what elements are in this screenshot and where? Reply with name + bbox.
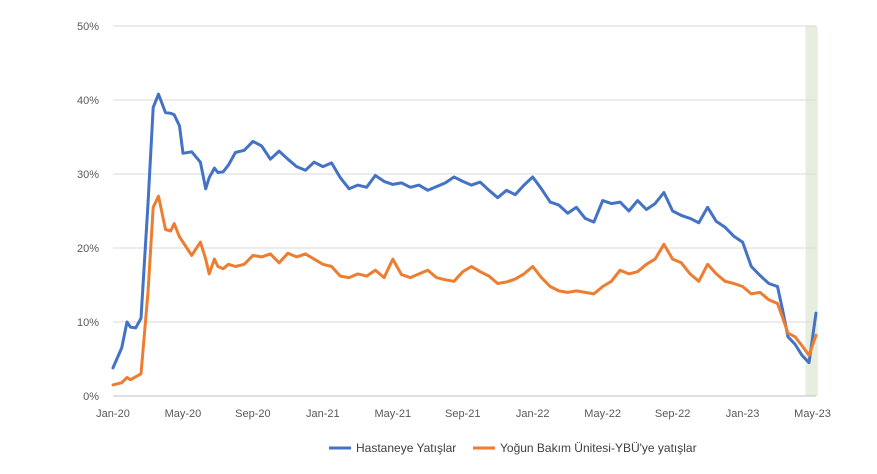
x-tick-label: Jan-23 <box>726 408 760 420</box>
y-tick-label: 30% <box>77 169 99 181</box>
x-tick-label: Jan-22 <box>516 408 550 420</box>
series-line-2 <box>111 194 818 387</box>
x-tick-label: May-20 <box>165 408 202 420</box>
y-tick-label: 10% <box>77 317 99 329</box>
legend-label-1: Hastaneye Yatışlar <box>356 441 456 455</box>
x-tick-label: Jan-20 <box>96 408 130 420</box>
legend: Hastaneye Yatışlar Yoğun Bakım Ünitesi-YB… <box>329 441 697 455</box>
highlight-band-layer <box>805 26 818 396</box>
x-tick-label: Jan-21 <box>306 408 340 420</box>
x-tick-label: May-21 <box>374 408 411 420</box>
gridlines <box>113 25 816 323</box>
x-tick-label: Sep-20 <box>235 408 270 420</box>
series-line-1 <box>111 92 818 370</box>
y-tick-label: 50% <box>77 21 99 33</box>
series-lines <box>111 92 818 387</box>
y-tick-label: 20% <box>77 243 99 255</box>
legend-label-2: Yoğun Bakım Ünitesi-YBÜ'ye yatışlar <box>500 441 697 455</box>
x-tick-label: May-23 <box>794 408 831 420</box>
x-tick-label: Sep-22 <box>655 408 690 420</box>
y-tick-label: 40% <box>77 95 99 107</box>
x-tick-label: Sep-21 <box>445 408 480 420</box>
y-tick-label: 0% <box>83 391 99 403</box>
axes: 0% 10% 20% 30% 40% 50% Jan-20 May-20 Sep-20 Jan-2… <box>77 21 831 420</box>
x-tick-label: May-22 <box>584 408 621 420</box>
highlight-band <box>805 26 818 396</box>
